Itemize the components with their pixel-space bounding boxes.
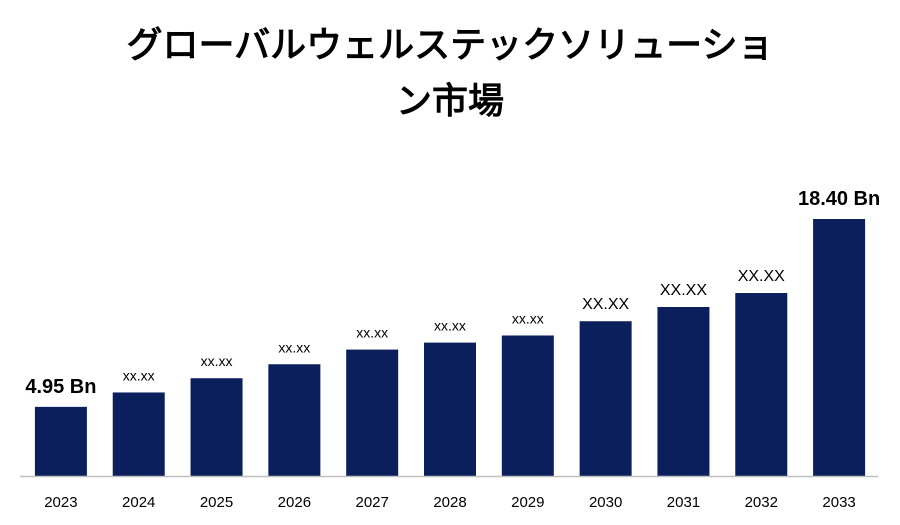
bar-2028 xyxy=(424,342,476,476)
data-label-2031: XX.XX xyxy=(660,282,707,299)
data-label-2026: xx.xx xyxy=(278,339,310,355)
x-tick-label-2028: 2028 xyxy=(433,494,466,511)
x-tick-label-2029: 2029 xyxy=(511,494,544,511)
x-tick-label-2033: 2033 xyxy=(822,494,855,511)
bar-2030 xyxy=(579,321,632,476)
bar-2032 xyxy=(735,293,788,476)
x-tick-label-2025: 2025 xyxy=(200,494,233,511)
data-label-2025: xx.xx xyxy=(201,353,233,369)
data-label-2029: xx.xx xyxy=(512,310,544,326)
bar-2027 xyxy=(346,349,399,476)
x-tick-label-2032: 2032 xyxy=(745,494,778,511)
x-tick-label-2031: 2031 xyxy=(667,494,700,511)
chart-title: グローバルウェルステックソリューショ ン市場 xyxy=(0,18,900,130)
bar-2025 xyxy=(190,378,243,476)
bar-2029 xyxy=(501,335,554,476)
chart-title-line-1: グローバルウェルステックソリューショ xyxy=(126,25,774,66)
data-label-2023: 4.95 Bn xyxy=(25,376,96,398)
bar-2033 xyxy=(813,219,866,476)
data-label-2024: xx.xx xyxy=(123,367,155,383)
data-label-2028: xx.xx xyxy=(434,318,466,334)
bar-2031 xyxy=(657,306,710,476)
x-tick-label-2023: 2023 xyxy=(44,494,77,511)
x-tick-label-2030: 2030 xyxy=(589,494,622,511)
data-label-2032: XX.XX xyxy=(738,268,785,285)
bar-2023 xyxy=(34,406,87,476)
bar-2024 xyxy=(112,392,165,476)
data-label-2027: xx.xx xyxy=(356,325,388,341)
data-label-2033: 18.40 Bn xyxy=(798,188,880,210)
bar-2026 xyxy=(268,364,321,476)
x-tick-label-2026: 2026 xyxy=(278,494,311,511)
chart-title-line-2: ン市場 xyxy=(395,81,504,122)
x-tick-label-2024: 2024 xyxy=(122,494,155,511)
data-label-2030: XX.XX xyxy=(582,296,629,313)
x-tick-label-2027: 2027 xyxy=(355,494,388,511)
